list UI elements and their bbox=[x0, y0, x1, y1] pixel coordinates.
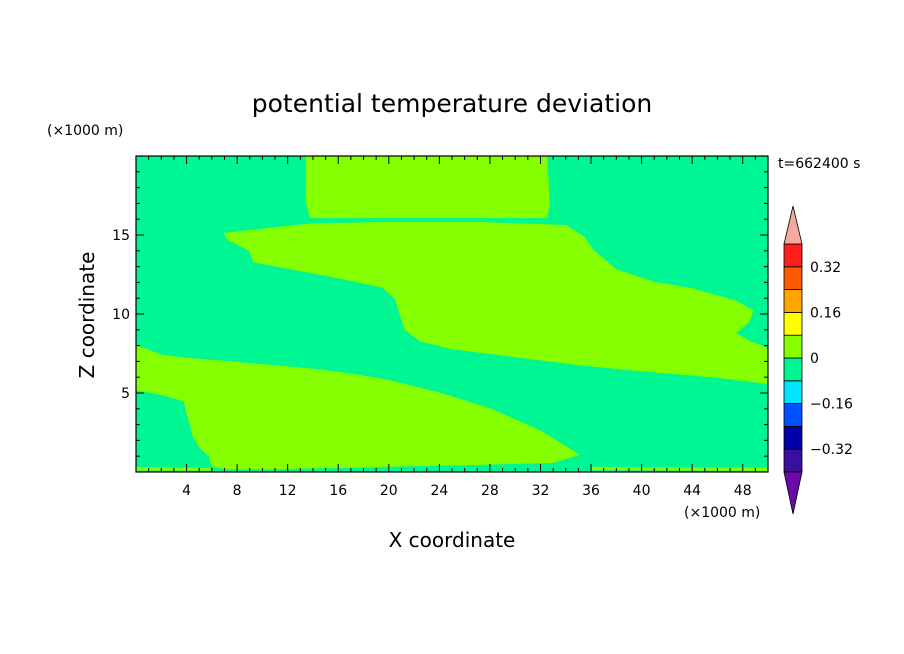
x-tick-label: 40 bbox=[633, 483, 651, 499]
x-tick-label: 12 bbox=[279, 483, 297, 499]
x-tick-label: 28 bbox=[481, 483, 499, 499]
colorbar-segment bbox=[783, 311, 803, 336]
contour-region-0-2 bbox=[135, 344, 580, 470]
x-tick-label: 8 bbox=[233, 483, 242, 499]
x-tick-label: 24 bbox=[430, 483, 448, 499]
colorbar-segment bbox=[783, 266, 803, 290]
x-tick-label: 16 bbox=[329, 483, 347, 499]
time-label: t=662400 s bbox=[778, 156, 860, 172]
colorbar-tick-label: 0 bbox=[810, 351, 819, 367]
colorbar-segment bbox=[783, 425, 803, 450]
colorbar-tick-label: 0.32 bbox=[810, 260, 841, 276]
x-axis-label: X coordinate bbox=[389, 528, 516, 552]
y-tick-label: 5 bbox=[121, 386, 130, 402]
colorbar-segment bbox=[783, 289, 803, 313]
x-tick-label: 44 bbox=[683, 483, 701, 499]
colorbar-segment bbox=[783, 403, 803, 427]
x-tick-label: 36 bbox=[582, 483, 600, 499]
plot-area bbox=[135, 155, 769, 472]
colorbar-over-triangle bbox=[783, 205, 803, 245]
colorbar-under-triangle bbox=[783, 471, 803, 515]
y-unit-label: (×1000 m) bbox=[47, 123, 123, 139]
x-tick-label: 48 bbox=[734, 483, 752, 499]
x-unit-label: (×1000 m) bbox=[684, 505, 760, 521]
x-tick-label: 20 bbox=[380, 483, 398, 499]
x-tick-label: 32 bbox=[532, 483, 550, 499]
colorbar-tick-label: 0.16 bbox=[810, 305, 841, 321]
contour-region-0-0 bbox=[306, 155, 550, 219]
colorbar: 0.32 0.16 0 −0.16 −0.32 bbox=[783, 205, 853, 515]
colorbar-segment bbox=[783, 357, 803, 382]
colorbar-segment bbox=[783, 243, 803, 268]
colorbar-segment bbox=[783, 380, 803, 404]
y-tick-label: 15 bbox=[112, 228, 130, 244]
y-axis-label: Z coordinate bbox=[75, 252, 99, 379]
colorbar-segment bbox=[783, 448, 803, 473]
x-tick-label: 4 bbox=[182, 483, 191, 499]
chart-title: potential temperature deviation bbox=[252, 89, 652, 118]
colorbar-tick-label: −0.16 bbox=[810, 397, 853, 413]
colorbar-tick-label: −0.32 bbox=[810, 442, 853, 458]
y-tick-label: 10 bbox=[112, 307, 130, 323]
colorbar-segment bbox=[783, 334, 803, 359]
